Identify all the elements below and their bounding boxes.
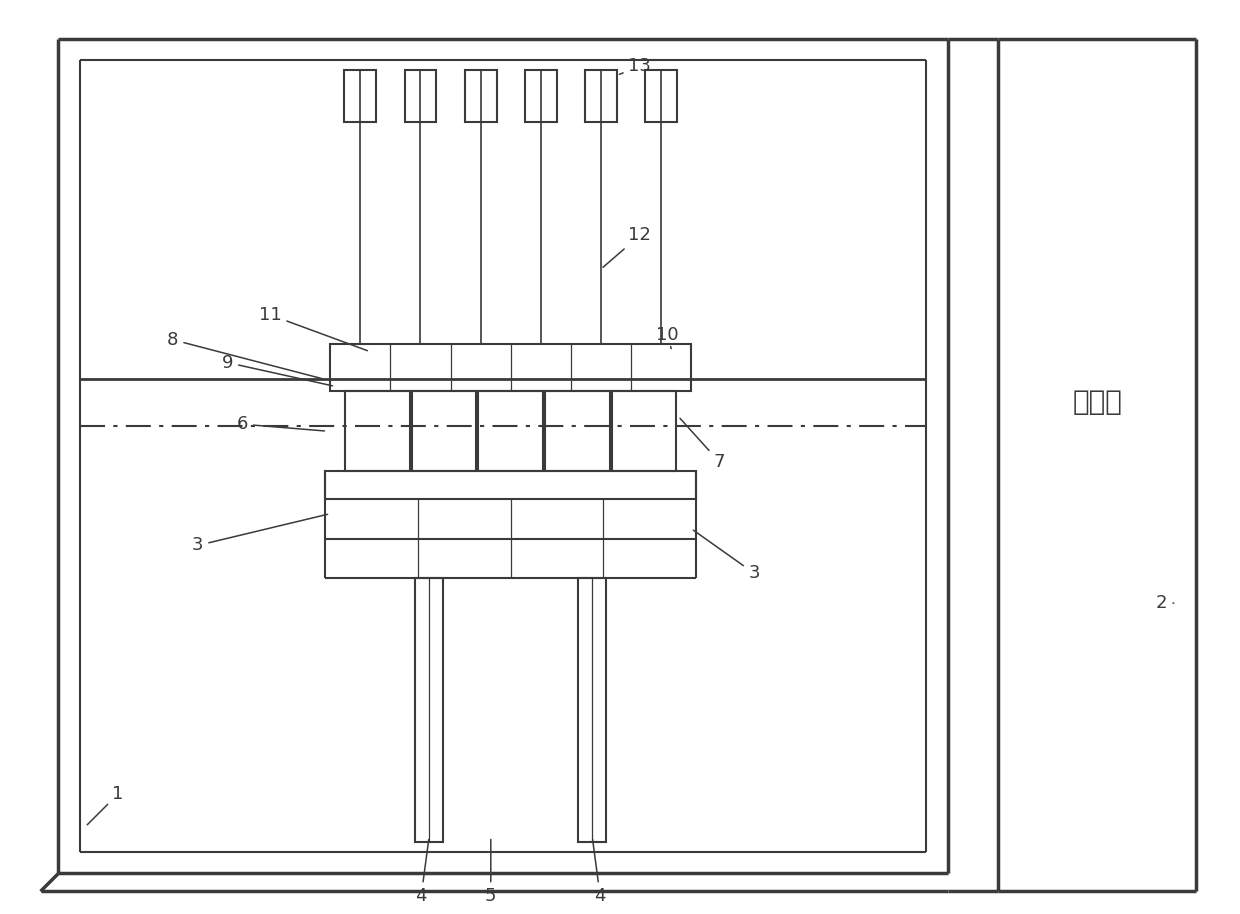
Text: 7: 7 <box>680 419 725 471</box>
Bar <box>465 70 496 122</box>
Bar <box>611 391 676 471</box>
Bar <box>345 391 409 471</box>
Text: 11: 11 <box>259 306 367 351</box>
Text: 3: 3 <box>693 530 760 582</box>
Text: 12: 12 <box>603 227 651 267</box>
Text: 8: 8 <box>167 331 322 378</box>
Text: 控制室: 控制室 <box>1073 388 1122 417</box>
Text: 13: 13 <box>619 58 651 75</box>
Text: 5: 5 <box>485 839 496 905</box>
Text: 9: 9 <box>222 354 332 386</box>
Text: 10: 10 <box>656 325 680 348</box>
Text: 1: 1 <box>87 785 124 824</box>
Bar <box>345 70 376 122</box>
Text: 2: 2 <box>1156 594 1174 612</box>
Bar <box>412 391 476 471</box>
Text: 3: 3 <box>192 515 327 555</box>
Bar <box>544 391 610 471</box>
Bar <box>525 70 557 122</box>
Bar <box>415 579 443 842</box>
Text: 4: 4 <box>593 839 606 905</box>
Bar <box>404 70 436 122</box>
Bar <box>585 70 616 122</box>
Text: 6: 6 <box>237 415 325 433</box>
Text: 4: 4 <box>415 839 429 905</box>
Bar <box>578 579 606 842</box>
Bar <box>479 391 543 471</box>
Bar <box>645 70 677 122</box>
Bar <box>325 471 696 499</box>
Bar <box>330 344 691 391</box>
